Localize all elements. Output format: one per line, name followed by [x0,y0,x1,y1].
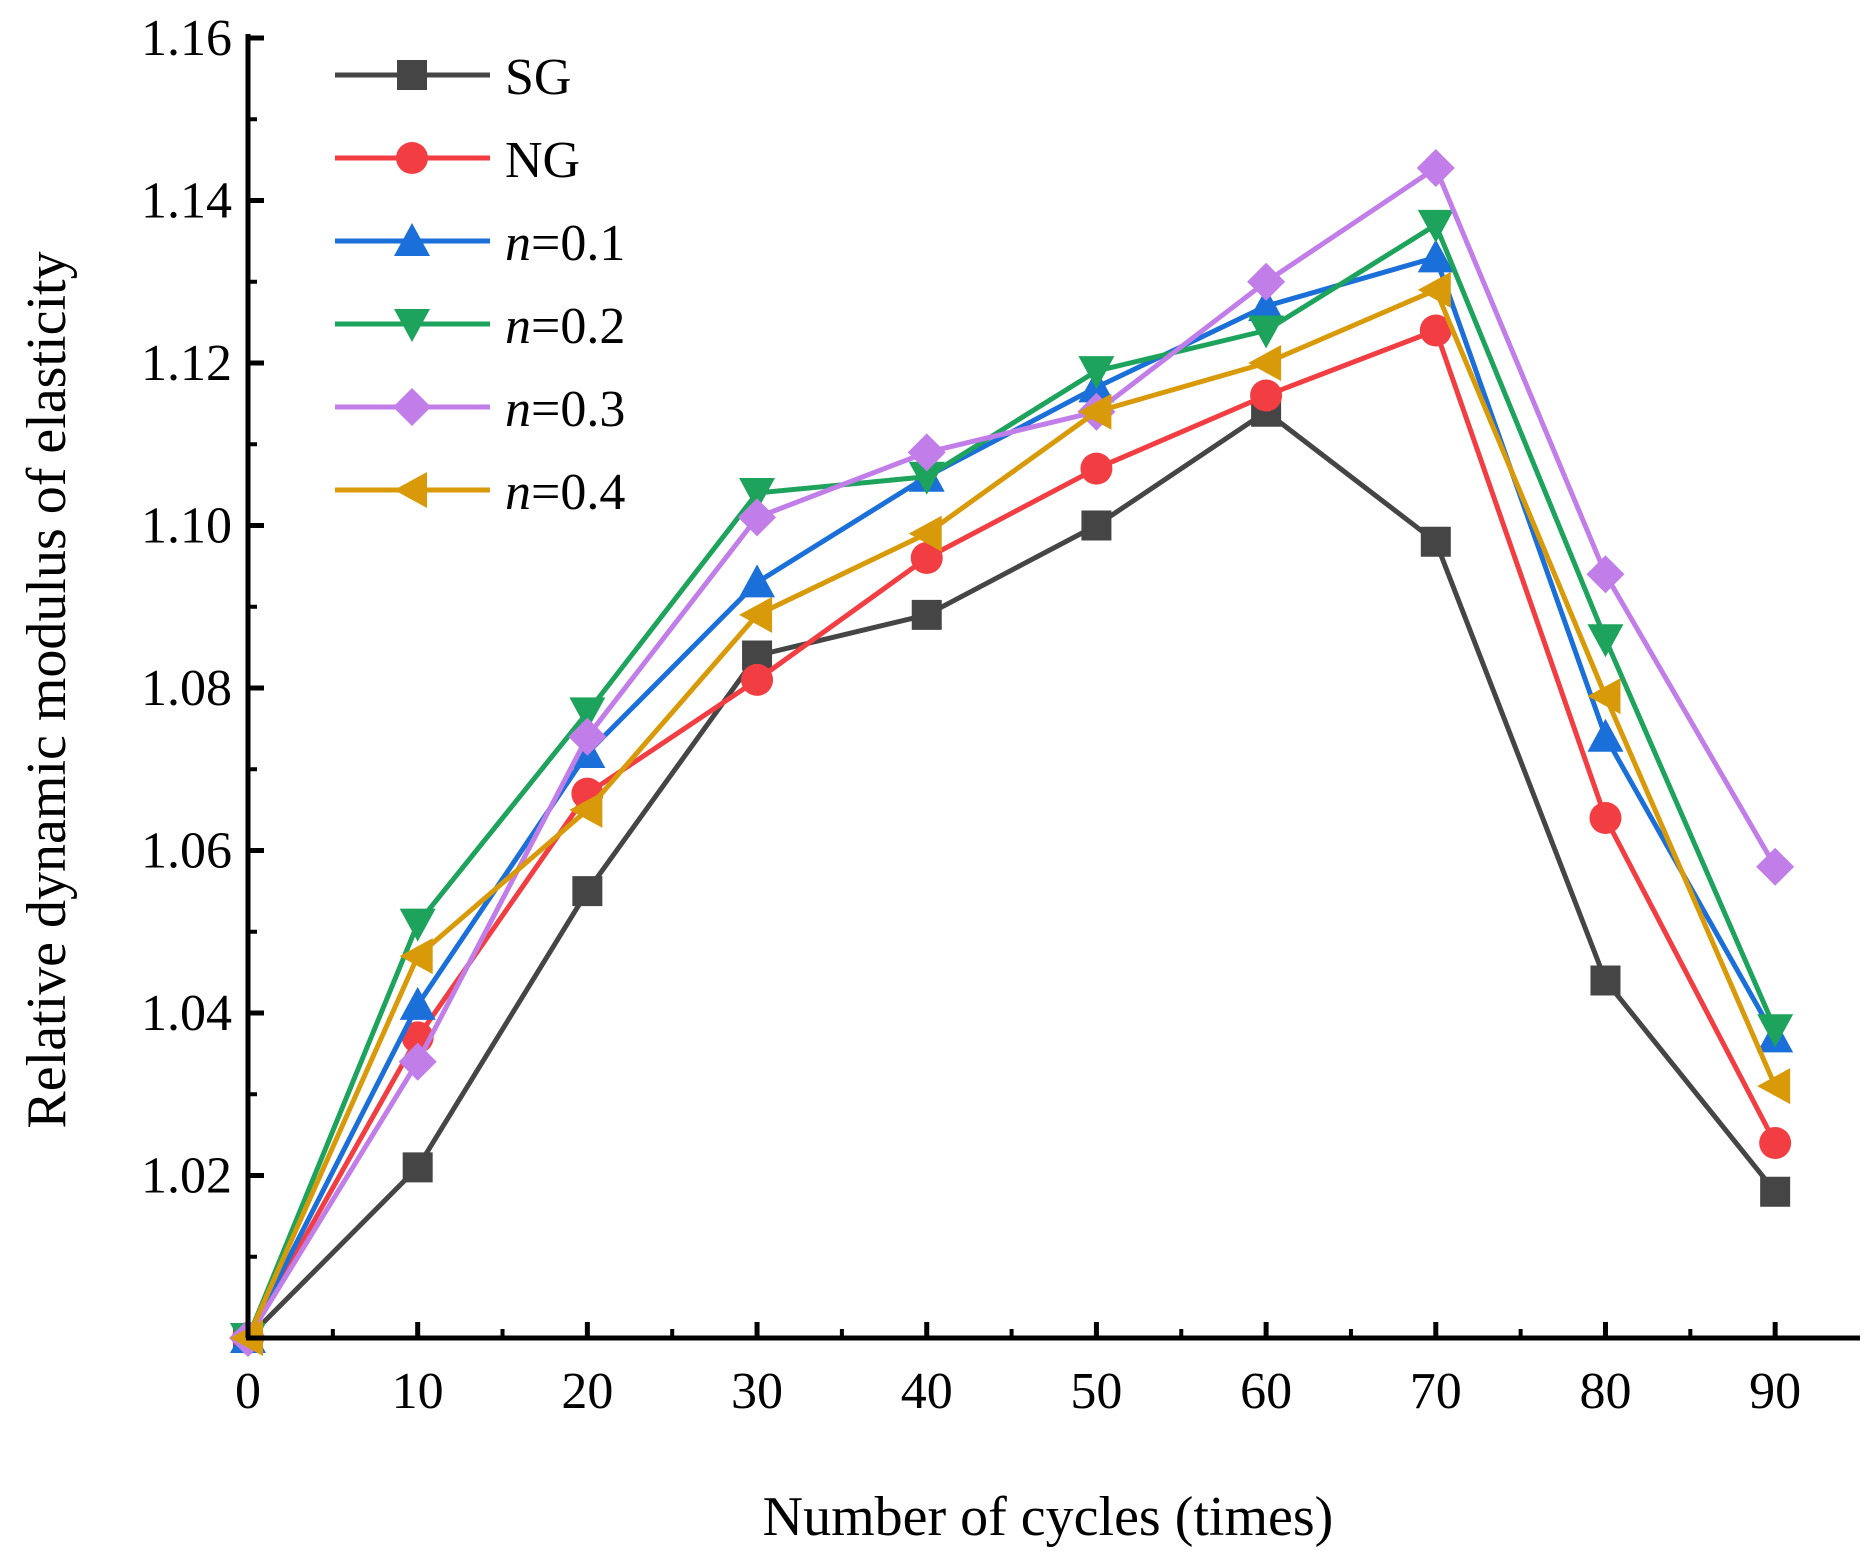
data-point-n-0-4-90 [1757,1068,1791,1105]
data-point-n-0-1-80 [1587,718,1624,752]
data-point-n-0-3-70 [1416,149,1455,187]
legend-item-n-0-3: n=0.3 [335,381,625,438]
data-point-n-0-4-50 [1078,393,1112,430]
data-point-sg-50 [1081,510,1112,541]
y-tick-label: 1.02 [141,1148,232,1205]
legend-label: n=0.1 [505,215,625,272]
data-point-sg-80 [1590,965,1621,996]
data-point-n-0-3-40 [907,433,946,472]
data-point-n-0-2-10 [399,908,436,942]
data-point-n-0-2-40 [908,461,945,495]
x-tick-label: 30 [731,1363,783,1420]
data-point-sg-10 [402,1152,433,1183]
x-tick-label: 70 [1410,1363,1462,1420]
data-point-ng-30 [741,663,774,696]
data-point-ng-40 [910,542,943,574]
legend-marker [396,142,428,174]
data-point-n-0-4-10 [399,938,433,975]
series-n-0-3 [229,149,1795,1357]
legend-item-sg: SG [335,49,571,106]
data-point-ng-60 [1250,379,1283,412]
data-point-n-0-1-30 [739,564,776,598]
data-point-n-0-3-30 [738,498,777,537]
legend-item-ng: NG [335,132,580,189]
y-tick-label: 1.04 [141,985,232,1042]
x-tick-label: 0 [235,1363,261,1420]
series-line-n-0-2 [245,222,1778,1339]
data-point-n-0-4-30 [739,596,773,633]
data-point-n-0-4-70 [1417,271,1451,308]
y-tick-label: 1.14 [141,173,232,230]
data-point-ng-70 [1419,314,1452,347]
legend: SG NG n=0.1 n=0.2 n=0.3 n=0.4 [335,49,625,521]
data-point-sg-20 [572,876,603,907]
data-point-n-0-2-50 [1078,356,1115,390]
x-tick-label: 50 [1070,1363,1122,1420]
series-line-n-0-3 [245,165,1778,1340]
x-tick-label: 60 [1240,1363,1292,1420]
x-axis-title: Number of cycles (times) [763,1486,1334,1548]
data-point-sg-40 [911,599,942,630]
data-point-n-0-4-20 [569,791,603,828]
legend-item-n-0-1: n=0.1 [335,215,625,272]
series-line-n-0-1 [245,254,1778,1340]
data-point-n-0-2-60 [1248,315,1285,349]
series-line-sg [246,409,1778,1340]
data-point-n-0-1-70 [1417,239,1454,273]
data-point-n-0-4-60 [1248,345,1282,381]
series-n-0-4 [230,271,1791,1356]
legend-label: NG [505,132,580,189]
data-point-n-0-2-20 [569,697,606,731]
data-point-ng-90 [1759,1127,1792,1159]
legend-item-n-0-2: n=0.2 [335,298,625,355]
x-tick-label: 40 [901,1363,953,1420]
data-point-ng-80 [1589,802,1622,834]
series-layer [229,149,1795,1357]
legend-label: SG [505,49,571,106]
legend-label: n=0.3 [505,381,625,438]
data-point-n-0-4-40 [908,515,942,552]
y-tick-label: 1.10 [141,498,232,555]
data-point-n-0-2-30 [739,478,776,511]
series-n-0-2 [230,209,1794,1356]
data-point-n-0-2-70 [1417,209,1454,243]
series-line-n-0-4 [245,287,1778,1340]
series-line-ng [245,328,1778,1340]
data-point-ng-50 [1080,452,1113,485]
y-axis-title: Relative dynamic modulus of elasticity [16,251,78,1128]
x-tick-label: 20 [561,1363,613,1420]
y-tick-label: 1.06 [141,823,232,880]
data-point-n-0-2-80 [1587,624,1624,658]
legend-label: n=0.2 [505,298,625,355]
legend-marker [393,388,431,426]
data-point-n-0-1-60 [1248,288,1285,322]
data-point-sg-70 [1420,526,1451,557]
data-point-n-0-3-80 [1586,555,1625,594]
axes: 0 10 20 30 40 50 60 70 80 90 1.02 1.04 1.06 1.08 1.10 1… [141,10,1860,1420]
x-tick-label: 80 [1579,1363,1631,1420]
data-point-n-0-3-60 [1247,262,1286,301]
legend-marker [394,472,427,508]
legend-item-n-0-4: n=0.4 [335,464,625,521]
x-tick-label: 90 [1749,1363,1801,1420]
data-point-n-0-3-90 [1756,847,1795,886]
y-tick-label: 1.16 [141,10,232,67]
y-tick-label: 1.12 [141,335,232,392]
data-point-n-0-2-90 [1757,1014,1794,1048]
data-point-n-0-4-80 [1587,678,1621,715]
y-tick-label: 1.08 [141,660,232,717]
data-point-n-0-1-10 [399,986,436,1020]
legend-marker [397,60,427,90]
x-tick-label: 10 [392,1363,444,1420]
data-point-sg-90 [1760,1176,1791,1207]
data-point-n-0-3-10 [398,1042,437,1081]
legend-marker [394,309,430,342]
series-sg [233,396,1791,1353]
legend-label: n=0.4 [505,464,625,521]
data-point-n-0-3-20 [568,717,607,756]
legend-marker [394,223,430,256]
